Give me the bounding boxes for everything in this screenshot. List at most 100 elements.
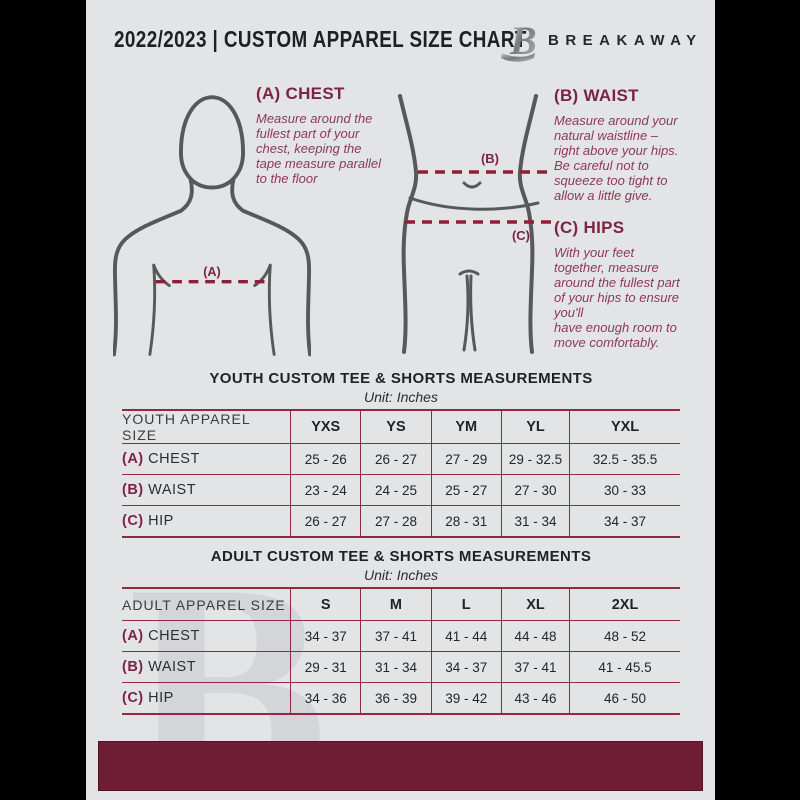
right-armpit-tick (253, 263, 272, 287)
youth-size-label-header: YOUTH APPAREL SIZE (122, 410, 291, 444)
size-column-header: YL (500, 410, 570, 444)
adult-table-unit: Unit: Inches (364, 567, 438, 583)
value-cell: 44 - 48 (500, 620, 570, 652)
size-column-header: XL (500, 588, 570, 621)
table-row-waist: (B) WAIST 23 - 24 24 - 25 25 - 27 27 - 3… (122, 474, 680, 506)
youth-table-unit: Unit: Inches (364, 389, 438, 405)
row-label: (B) WAIST (122, 651, 291, 683)
row-label: (A) CHEST (122, 620, 291, 652)
value-cell: 37 - 41 (500, 651, 570, 683)
row-prefix: (B) (122, 482, 144, 498)
breakaway-logo-icon: B (501, 18, 537, 63)
value-cell: 34 - 36 (290, 682, 361, 715)
value-cell: 23 - 24 (290, 474, 361, 506)
right-inner-arm-line (267, 263, 276, 356)
navel-mark (462, 181, 482, 189)
row-prefix: (A) (122, 628, 144, 644)
left-armpit-tick (152, 263, 171, 287)
left-inner-arm-line (148, 263, 157, 356)
head-outline (179, 95, 246, 190)
right-shoulder-outline (230, 177, 311, 357)
value-cell: 27 - 30 (500, 474, 570, 506)
size-column-header: S (290, 588, 361, 621)
row-label-text: CHEST (148, 628, 200, 644)
value-cell: 31 - 34 (360, 651, 432, 683)
value-cell: 41 - 45.5 (569, 651, 680, 683)
value-cell: 25 - 26 (290, 443, 361, 475)
waist-instruction-block: (B) WAIST Measure around your natural wa… (554, 86, 710, 203)
value-cell: 36 - 39 (360, 682, 432, 715)
hips-instruction-block: (C) HIPS With your feet together, measur… (554, 218, 710, 350)
size-column-header: YM (430, 410, 502, 444)
right-hip-outline (517, 94, 538, 354)
table-row-hip: (C) HIP 34 - 36 36 - 39 39 - 42 43 - 46 … (122, 682, 680, 715)
table-header-row: YOUTH APPAREL SIZE YXS YS YM YL YXL (122, 410, 680, 444)
row-prefix: (B) (122, 659, 144, 675)
table-row-waist: (B) WAIST 29 - 31 31 - 34 34 - 37 37 - 4… (122, 651, 680, 683)
row-label: (B) WAIST (122, 474, 291, 506)
chest-instruction-text: Measure around the fullest part of your … (256, 111, 382, 186)
waistband-curve (408, 196, 540, 211)
value-cell: 29 - 32.5 (500, 443, 570, 475)
logo-underline-swoosh (501, 53, 535, 62)
row-label-text: HIP (148, 690, 174, 706)
crotch-curve (458, 269, 480, 276)
value-cell: 27 - 28 (360, 505, 432, 538)
row-label-text: HIP (148, 513, 174, 529)
size-column-header: YS (360, 410, 432, 444)
adult-size-table: ADULT APPAREL SIZE S M L XL 2XL (A) CHES… (122, 587, 680, 715)
value-cell: 26 - 27 (360, 443, 432, 475)
footer-accent-bar (98, 741, 703, 791)
value-cell: 39 - 42 (430, 682, 502, 715)
value-cell: 48 - 52 (569, 620, 680, 652)
waist-instruction-text: Measure around your natural waistline – … (554, 113, 679, 203)
youth-size-table: YOUTH APPAREL SIZE YXS YS YM YL YXL (A) … (122, 409, 680, 538)
hips-instruction-text: With your feet together, measure around … (554, 245, 680, 350)
row-label: (C) HIP (122, 505, 291, 538)
adult-table-title: ADULT CUSTOM TEE & SHORTS MEASUREMENTS (210, 548, 592, 565)
value-cell: 41 - 44 (430, 620, 502, 652)
value-cell: 32.5 - 35.5 (569, 443, 680, 475)
row-prefix: (C) (122, 513, 144, 529)
value-cell: 43 - 46 (500, 682, 570, 715)
value-cell: 28 - 31 (430, 505, 502, 538)
table-header-row: ADULT APPAREL SIZE S M L XL 2XL (122, 588, 680, 621)
size-column-header: M (360, 588, 432, 621)
row-label-text: WAIST (148, 482, 197, 498)
value-cell: 34 - 37 (290, 620, 361, 652)
row-label-text: CHEST (148, 451, 200, 467)
waist-hips-diagram: (B) (C) (398, 94, 553, 354)
value-cell: 37 - 41 (360, 620, 432, 652)
size-column-header: YXS (290, 410, 361, 444)
size-chart-page: 2022/2023 | CUSTOM APPAREL SIZE CHART B … (86, 0, 715, 800)
right-leg-line (469, 274, 477, 352)
value-cell: 24 - 25 (360, 474, 432, 506)
chest-instruction-heading: (A) CHEST (256, 84, 345, 103)
value-cell: 46 - 50 (569, 682, 680, 715)
size-column-header: L (430, 588, 502, 621)
brand-name: BREAKAWAY (548, 32, 703, 49)
value-cell: 26 - 27 (290, 505, 361, 538)
row-prefix: (C) (122, 690, 144, 706)
upper-body-diagram: (A) (113, 95, 311, 357)
table-row-chest: (A) CHEST 34 - 37 37 - 41 41 - 44 44 - 4… (122, 620, 680, 652)
row-prefix: (A) (122, 451, 144, 467)
youth-table-title: YOUTH CUSTOM TEE & SHORTS MEASUREMENTS (209, 370, 593, 387)
row-label: (A) CHEST (122, 443, 291, 475)
row-label: (C) HIP (122, 682, 291, 715)
table-row-chest: (A) CHEST 25 - 26 26 - 27 27 - 29 29 - 3… (122, 443, 680, 475)
value-cell: 25 - 27 (430, 474, 502, 506)
table-row-hip: (C) HIP 26 - 27 27 - 28 28 - 31 31 - 34 … (122, 505, 680, 538)
waist-instruction-heading: (B) WAIST (554, 86, 639, 105)
value-cell: 30 - 33 (569, 474, 680, 506)
row-label-text: WAIST (148, 659, 197, 675)
value-cell: 34 - 37 (569, 505, 680, 538)
left-shoulder-outline (113, 177, 194, 357)
value-cell: 27 - 29 (430, 443, 502, 475)
left-hip-outline (398, 94, 419, 354)
value-cell: 31 - 34 (500, 505, 570, 538)
size-column-header: 2XL (569, 588, 680, 621)
left-leg-line (462, 274, 470, 352)
adult-size-label-header: ADULT APPAREL SIZE (122, 588, 291, 621)
value-cell: 34 - 37 (430, 651, 502, 683)
